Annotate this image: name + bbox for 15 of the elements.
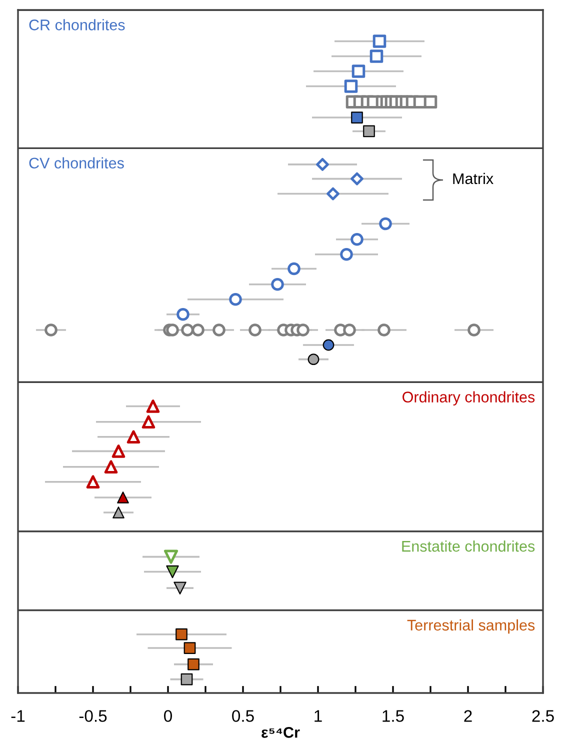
x-tick-label: 0 <box>164 710 172 722</box>
x-tick-label: 1 <box>314 710 322 722</box>
x-axis-title: ε⁵⁴Cr <box>262 726 300 738</box>
annotation: Matrix <box>453 172 494 184</box>
x-tick-label: 1.5 <box>382 710 404 722</box>
x-tick-label: 2 <box>464 710 472 722</box>
x-tick-label: -0.5 <box>79 710 107 722</box>
ref-line-label: CV chondrites <box>29 157 124 169</box>
x-tick-label: 0.5 <box>232 710 254 722</box>
ref-line-label: Ordinary chondrites <box>402 391 535 406</box>
x-tick-label: 2.5 <box>532 710 554 722</box>
x-tick-label: -1 <box>11 710 25 722</box>
ref-line-label: CR chondrites <box>29 19 125 30</box>
ref-line-label: Terrestrial samples <box>407 619 535 634</box>
ref-line-label: Enstatite chondrites <box>402 540 535 552</box>
